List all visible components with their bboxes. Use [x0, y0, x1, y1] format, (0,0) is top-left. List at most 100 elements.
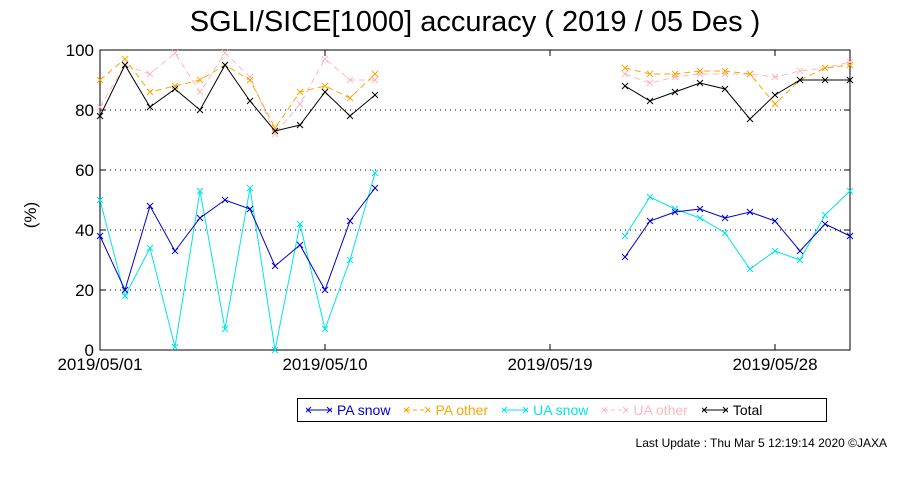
data-point-pa-snow — [671, 208, 679, 216]
data-point-pa-snow — [171, 247, 179, 255]
data-point-ua-other — [196, 88, 204, 96]
data-point-pa-other — [346, 94, 354, 102]
data-point-total — [646, 97, 654, 105]
data-point-ua-other — [696, 70, 704, 78]
data-point-ua-snow — [246, 184, 254, 192]
data-point-ua-snow — [771, 247, 779, 255]
x-tick-label: 2019/05/01 — [57, 355, 142, 374]
data-point-pa-snow — [371, 184, 379, 192]
data-point-ua-snow — [796, 256, 804, 264]
data-point-pa-snow — [96, 232, 104, 240]
data-point-pa-snow — [696, 205, 704, 213]
data-point-ua-snow — [96, 196, 104, 204]
data-point-ua-snow — [296, 220, 304, 228]
data-point-ua-other — [796, 67, 804, 75]
legend-swatch-pa-snow — [306, 406, 332, 414]
data-point-total — [821, 76, 829, 84]
data-point-ua-other — [671, 73, 679, 81]
legend-item-total: Total — [701, 402, 763, 418]
data-point-total — [346, 112, 354, 120]
data-point-pa-other — [646, 70, 654, 78]
data-point-ua-snow — [371, 169, 379, 177]
data-point-pa-other — [746, 70, 754, 78]
data-point-pa-other — [246, 76, 254, 84]
data-point-total — [196, 106, 204, 114]
data-point-ua-other — [271, 130, 279, 138]
y-tick-label: 100 — [66, 41, 94, 60]
data-point-ua-snow — [346, 256, 354, 264]
data-point-ua-snow — [146, 244, 154, 252]
data-point-pa-other — [121, 55, 129, 63]
data-point-total — [221, 61, 229, 69]
data-point-ua-other — [846, 58, 854, 66]
data-point-ua-snow — [721, 229, 729, 237]
chart-title: SGLI/SICE[1000] accuracy ( 2019 / 05 Des… — [189, 6, 761, 38]
data-point-total — [121, 61, 129, 69]
data-point-ua-snow — [621, 232, 629, 240]
data-point-total — [146, 103, 154, 111]
legend-item-pa-snow: PA snow — [306, 402, 390, 418]
series-line-total — [624, 79, 850, 120]
series-line-pa-snow — [624, 208, 851, 258]
data-point-pa-snow — [271, 262, 279, 270]
data-point-ua-other — [771, 73, 779, 81]
data-point-ua-other — [321, 55, 329, 63]
data-point-pa-snow — [646, 217, 654, 225]
data-point-pa-snow — [796, 247, 804, 255]
data-point-pa-snow — [621, 253, 629, 261]
data-point-pa-snow — [146, 202, 154, 210]
data-point-pa-other — [146, 88, 154, 96]
data-point-pa-other — [771, 100, 779, 108]
data-point-pa-snow — [246, 205, 254, 213]
data-point-ua-snow — [321, 325, 329, 333]
data-point-total — [746, 115, 754, 123]
data-point-total — [771, 91, 779, 99]
series-line-ua-snow — [99, 172, 376, 351]
data-point-ua-other — [171, 49, 179, 57]
legend-swatch-total — [701, 406, 728, 414]
legend-label-ua-snow: UA snow — [533, 402, 589, 418]
y-tick-label: 80 — [75, 101, 94, 120]
data-point-pa-snow — [721, 214, 729, 222]
x-tick-label: 2019/05/28 — [732, 355, 817, 374]
data-point-total — [171, 85, 179, 93]
data-point-pa-snow — [346, 217, 354, 225]
y-tick-label: 40 — [75, 221, 94, 240]
data-point-total — [846, 76, 854, 84]
data-point-ua-snow — [221, 325, 229, 333]
data-point-pa-snow — [296, 241, 304, 249]
data-point-pa-other — [171, 82, 179, 90]
legend-swatch-pa-other — [404, 406, 431, 414]
y-tick-label: 0 — [85, 341, 94, 360]
data-point-ua-snow — [821, 211, 829, 219]
data-point-pa-other — [846, 61, 854, 69]
data-point-ua-snow — [646, 193, 654, 201]
data-point-ua-other — [721, 70, 729, 78]
data-point-pa-snow — [196, 214, 204, 222]
data-point-ua-other — [371, 76, 379, 84]
data-point-ua-snow — [746, 265, 754, 273]
data-point-pa-snow — [221, 196, 229, 204]
series-line-pa-snow — [99, 187, 376, 292]
legend-swatch-ua-other — [602, 406, 629, 414]
data-point-ua-snow — [696, 214, 704, 222]
data-point-pa-other — [621, 64, 629, 72]
legend-label-total: Total — [732, 402, 763, 418]
data-point-ua-other — [621, 70, 629, 78]
legend-item-pa-other: PA other — [404, 402, 488, 418]
data-point-pa-other — [296, 88, 304, 96]
x-tick-label: 2019/05/19 — [507, 355, 592, 374]
data-point-pa-other — [371, 70, 379, 78]
data-point-ua-snow — [671, 205, 679, 213]
data-point-pa-snow — [846, 232, 854, 240]
legend-item-ua-snow: UA snow — [502, 402, 588, 418]
data-point-ua-snow — [196, 187, 204, 195]
series-line-pa-other — [99, 58, 376, 129]
data-point-pa-other — [696, 67, 704, 75]
data-point-ua-snow — [846, 187, 854, 195]
data-point-total — [621, 82, 629, 90]
last-update-text: Last Update : Thu Mar 5 12:19:14 2020 ©J… — [635, 436, 887, 450]
data-point-ua-other — [296, 100, 304, 108]
data-point-total — [321, 88, 329, 96]
plot-frame — [99, 49, 851, 351]
